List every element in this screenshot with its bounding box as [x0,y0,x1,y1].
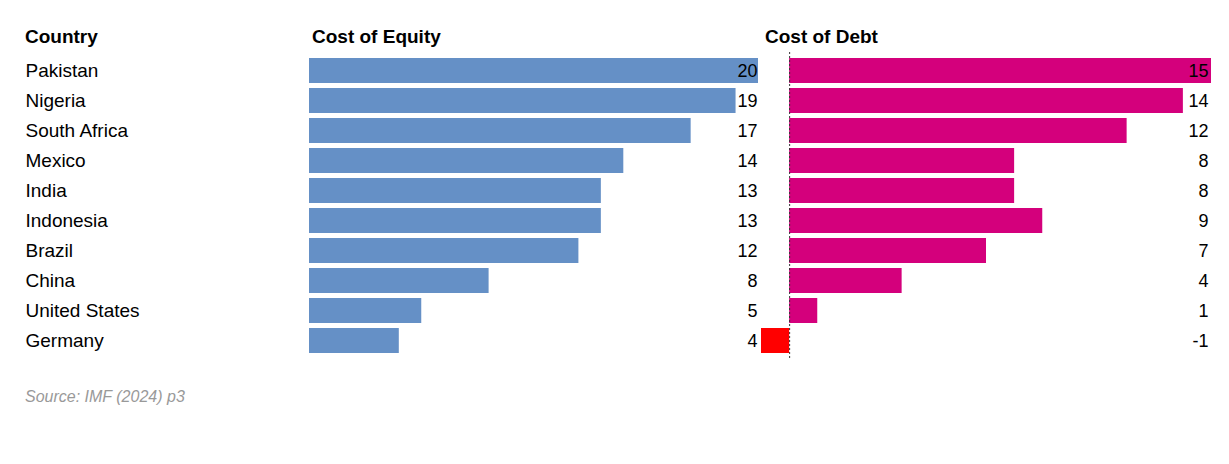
svg-text:12: 12 [1188,121,1208,141]
svg-text:Brazil: Brazil [26,240,74,261]
html-text:Source: IMF (2024) p3: Source: IMF (2024) p3 [25,388,185,405]
svg-text:-1: -1 [1192,331,1208,351]
svg-text:13: 13 [737,181,757,201]
svg-text:9: 9 [1198,211,1208,231]
svg-text:China: China [26,270,76,291]
svg-text:13: 13 [737,211,757,231]
svg-text:8: 8 [747,271,757,291]
html-text:Cost of Debt: Cost of Debt [765,26,878,47]
svg-text:8: 8 [1198,181,1208,201]
svg-text:5: 5 [747,301,757,321]
svg-text:Pakistan: Pakistan [26,60,99,81]
html-text:Cost of Equity: Cost of Equity [312,26,441,47]
svg-text:United States: United States [26,300,140,321]
svg-text:Indonesia: Indonesia [26,210,109,231]
svg-text:Germany: Germany [26,330,105,351]
svg-text:India: India [26,180,68,201]
svg-text:4: 4 [1198,271,1208,291]
svg-text:4: 4 [747,331,757,351]
svg-text:7: 7 [1198,241,1208,261]
svg-text:19: 19 [737,91,757,111]
svg-text:1: 1 [1198,301,1208,321]
svg-text:South Africa: South Africa [26,120,129,141]
svg-text:Mexico: Mexico [26,150,86,171]
svg-text:15: 15 [1188,61,1208,81]
svg-text:14: 14 [1188,91,1208,111]
svg-text:12: 12 [737,241,757,261]
html-text:Country: Country [25,26,98,47]
svg-text:17: 17 [737,121,757,141]
svg-text:Nigeria: Nigeria [26,90,87,111]
svg-text:8: 8 [1198,151,1208,171]
svg-text:20: 20 [737,61,757,81]
svg-text:14: 14 [737,151,757,171]
